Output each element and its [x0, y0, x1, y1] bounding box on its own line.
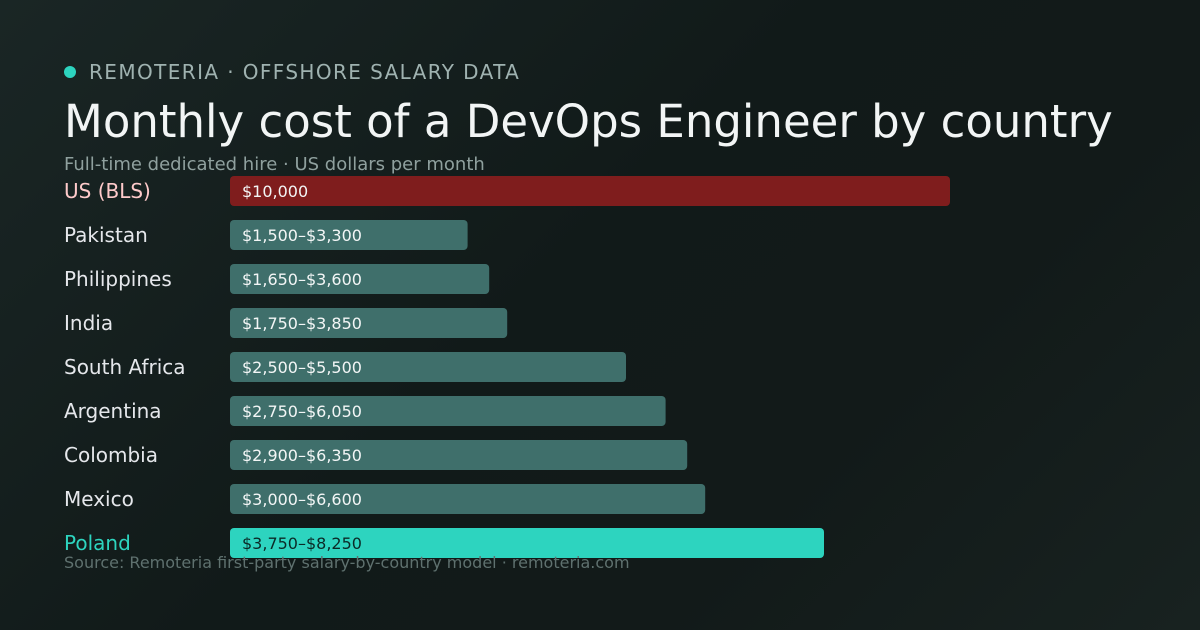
category-label-philippines: Philippines	[64, 267, 172, 291]
bar-philippines	[230, 264, 490, 294]
category-label-poland: Poland	[64, 531, 131, 555]
bar-south-africa	[230, 352, 626, 382]
category-label-argentina: Argentina	[64, 399, 162, 423]
value-label-india: $1,750–$3,850	[242, 314, 362, 333]
brand-text: REMOTERIA · OFFSHORE SALARY DATA	[89, 60, 521, 84]
category-label-india: India	[64, 311, 113, 335]
value-label-philippines: $1,650–$3,600	[242, 270, 362, 289]
brand-row: REMOTERIA · OFFSHORE SALARY DATA	[64, 58, 520, 86]
category-label-us-bls: US (BLS)	[64, 179, 151, 203]
bar-colombia	[230, 440, 688, 470]
value-label-us-bls: $10,000	[242, 182, 308, 201]
value-label-mexico: $3,000–$6,600	[242, 490, 362, 509]
chart-title: Monthly cost of a DevOps Engineer by cou…	[64, 95, 1113, 148]
bar-mexico	[230, 484, 706, 514]
brand-dot-icon	[64, 66, 76, 78]
value-label-poland: $3,750–$8,250	[242, 534, 362, 553]
bar-argentina	[230, 396, 666, 426]
category-label-pakistan: Pakistan	[64, 223, 148, 247]
value-label-south-africa: $2,500–$5,500	[242, 358, 362, 377]
source-note: Source: Remoteria first-party salary-by-…	[64, 553, 630, 572]
category-label-colombia: Colombia	[64, 443, 158, 467]
value-label-pakistan: $1,500–$3,300	[242, 226, 362, 245]
bar-pakistan	[230, 220, 468, 250]
bar-india	[230, 308, 508, 338]
value-label-argentina: $2,750–$6,050	[242, 402, 362, 421]
category-label-mexico: Mexico	[64, 487, 134, 511]
chart-subtitle: Full-time dedicated hire · US dollars pe…	[64, 154, 485, 175]
category-label-south-africa: South Africa	[64, 355, 186, 379]
value-label-colombia: $2,900–$6,350	[242, 446, 362, 465]
bar-us-bls	[230, 176, 950, 206]
bar-poland	[230, 528, 824, 558]
